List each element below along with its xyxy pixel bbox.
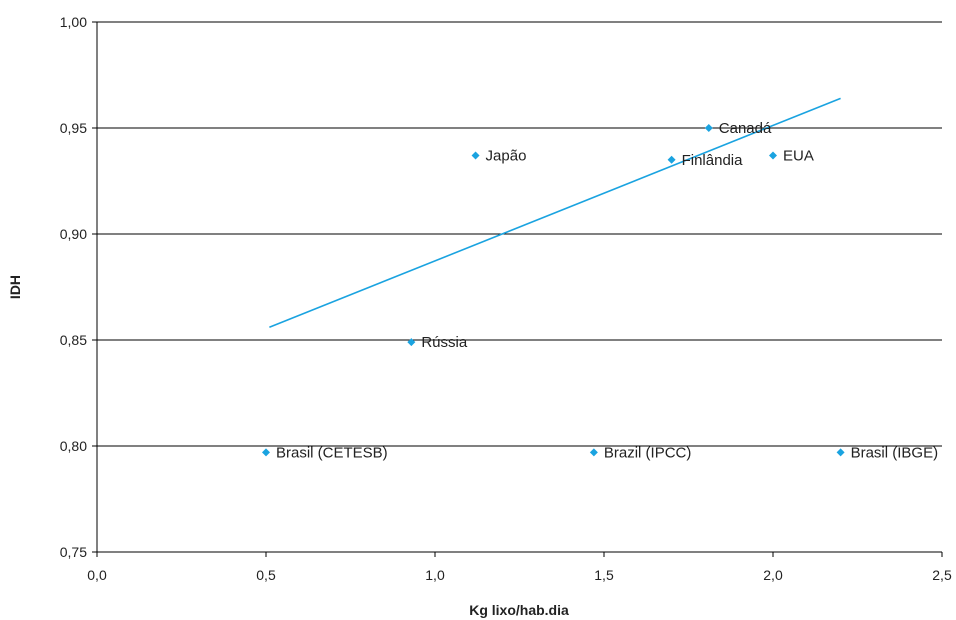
point-label: Japão <box>486 148 527 165</box>
y-tick-label: 0,90 <box>60 226 87 242</box>
y-tick-label: 0,85 <box>60 332 87 348</box>
data-point <box>836 448 845 457</box>
point-label: Canadá <box>719 120 772 137</box>
gridlines <box>97 21 942 447</box>
data-point <box>769 151 777 160</box>
y-axis-title: IDH <box>7 275 23 299</box>
x-tick-label: 0,5 <box>256 567 276 583</box>
y-tick-label: 0,75 <box>60 544 87 560</box>
x-tick-label: 1,5 <box>594 567 614 583</box>
point-labels: Brasil (CETESB) Brazil (IPCC) Brasil (IBGE… <box>276 120 938 461</box>
y-tick-label: 0,80 <box>60 438 87 454</box>
x-tick-label: 0,0 <box>87 567 107 583</box>
axes <box>92 21 943 557</box>
point-label: Brasil (IBGE) <box>851 444 939 461</box>
x-tick-label: 2,5 <box>932 567 952 583</box>
data-point <box>667 155 676 164</box>
x-tick-label: 2,0 <box>763 567 783 583</box>
data-point <box>471 151 480 160</box>
x-tick-labels: 0,0 0,5 1,0 1,5 2,0 2,5 <box>87 567 952 583</box>
data-points <box>262 124 845 457</box>
x-tick-label: 1,0 <box>425 567 445 583</box>
trendline-group <box>269 97 841 329</box>
x-axis-title: Kg lixo/hab.dia <box>469 602 569 618</box>
y-tick-label: 1,00 <box>60 14 87 30</box>
point-label: Rússia <box>421 334 468 351</box>
y-tick-labels: 0,75 0,80 0,85 0,90 0,95 1,00 <box>60 14 87 560</box>
point-label: Finlândia <box>682 152 744 169</box>
y-tick-label: 0,95 <box>60 120 87 136</box>
point-label: Brasil (CETESB) <box>276 444 388 461</box>
data-point <box>407 338 416 347</box>
data-point <box>589 448 598 457</box>
data-point <box>704 124 713 132</box>
point-label: EUA <box>783 148 814 165</box>
trendline <box>269 97 841 329</box>
point-label: Brazil (IPCC) <box>604 444 692 461</box>
data-point <box>262 448 270 457</box>
